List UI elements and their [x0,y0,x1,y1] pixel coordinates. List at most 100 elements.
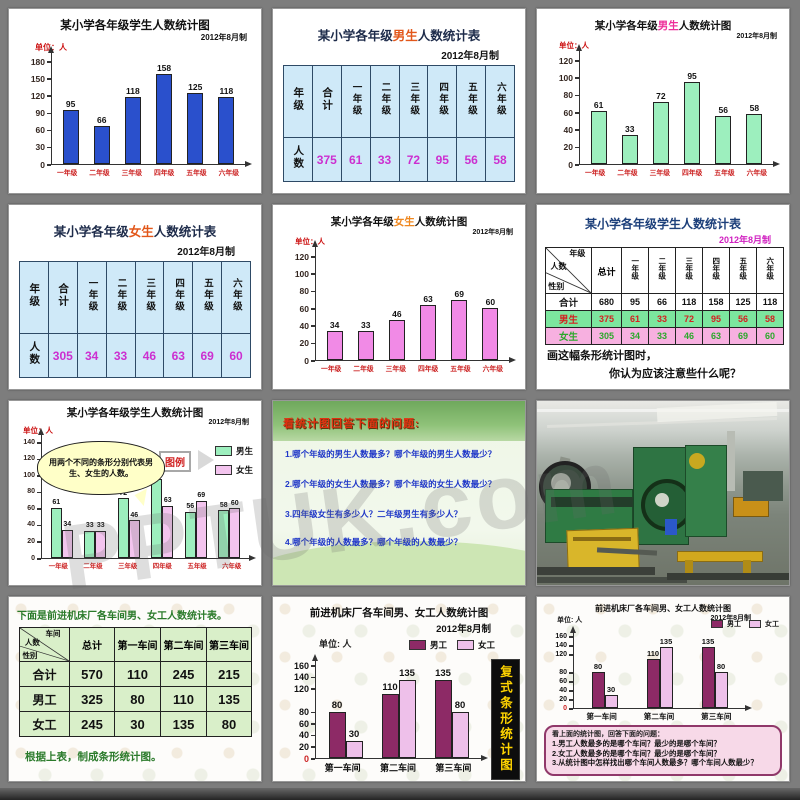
slide-11-workshop-grouped-chart[interactable]: 前进机床厂各车间男、女工人数统计图 2012年8月制 单位: 人 男工 女工 8… [272,596,526,782]
header-text: 四年级 [437,81,449,117]
diag-label-row: 性别 [22,650,38,660]
chart-plot-area: 80 30 110 135 135 80 [573,633,745,709]
chart-date: 2012年8月制 [208,419,249,426]
bar-column: 30 [604,685,618,708]
y-tick-label: 0 [303,753,309,764]
row-label-cell: 女工 [19,711,70,737]
value-cell: 110 [160,686,207,712]
y-tick-label: 0 [304,355,309,366]
header-text: 六年级 [230,277,242,313]
y-tick-label: 80 [563,90,573,101]
slide-3-boys-bar-chart[interactable]: 某小学各年级男生人数统计图 2012年8月制 单位：人 61 33 72 95 56 58… [536,8,790,194]
slide-9-factory-photo[interactable] [536,400,790,586]
bar-value-label: 46 [130,511,139,519]
bar-column: 34 [61,521,73,558]
bar-column: 69 [195,492,207,558]
value-cell: 60 [756,327,784,345]
column-header-text: 一年级 [630,256,640,280]
category-bar-group: 118 [124,86,141,164]
legend-entry-female: 女工 [749,619,779,629]
value-cell: 34 [621,327,649,345]
y-tick-mark [311,665,315,667]
diagonal-header-cell: 人数 年级 性别 [545,247,592,294]
value-cell: 95 [621,293,649,311]
bar [328,711,346,758]
note-line-1: 画这幅条形统计图时， [547,350,657,362]
y-tick-label: 140 [555,641,567,649]
y-tick-label: 100 [558,72,573,83]
bar [187,92,204,164]
bar [591,672,605,708]
header-cell: 五年级 [456,65,487,138]
slide-1-students-bar-chart[interactable]: 某小学各年级学生人数统计图 2012年8月制 单位：人 95 66 118 158 12… [8,8,262,194]
diag-label-count: 人数 [24,638,40,648]
category-bar-group: 66 [93,116,110,164]
bars-row: 95 66 118 158 125 118 [52,53,245,164]
steel-pile [667,573,789,580]
y-tick-mark [47,78,51,80]
slide-2-boys-table[interactable]: 某小学各年级男生人数统计表 2012年8月制 年级 合计 一年级 二年级 三年级 四年级 五… [272,8,526,194]
x-category-label: 四年级 [152,563,172,570]
slide-7-grouped-bar-chart[interactable]: 某小学各年级学生人数统计图 2012年8月制 单位：人 613433337246… [8,400,262,586]
y-tick-label: 90 [35,108,45,118]
category-bar-group: 80 30 [328,700,363,758]
slide-4-girls-table[interactable]: 某小学各年级女生人数统计表 2012年8月制 年级 合计 一年级 二年级 三年级 四年级 五… [8,204,262,390]
bar-chart: 34 33 46 63 69 60 120 100 80 60 40 20 0 一年级 二年级 三年级 四年级 五… [285,240,521,377]
title-prefix: 某小学各年级 [594,20,658,32]
bar-value-label: 56 [186,503,195,511]
bar-value-label: 61 [593,100,604,111]
y-tick-mark [569,708,573,710]
unit-label: 单位：人 [295,237,325,246]
table-title: 某小学各年级学生人数统计表 [584,217,741,231]
x-category-label: 三年级 [121,170,143,177]
category-bar-group: 158 [156,63,173,164]
grouped-bar-chart: 6134333372469563566958601401201008060402… [17,428,261,575]
bar [195,500,207,558]
question-2: 2.女工人数最多的是哪个车间？最少的是哪个车间？ [552,748,721,758]
slide-10-workshop-table[interactable]: 下面是前进机床厂各车间男、女工人数统计表。 人数 车间 性别 总计 第一车间 第二车间 第三… [8,596,262,782]
slide-6-combined-table[interactable]: 某小学各年级学生人数统计表 2012年8月制 人数 年级 性别 总计 一年级 二年级 三年级… [536,204,790,390]
y-tick-mark [569,681,573,683]
bar-chart: 61 33 72 95 56 58 120 100 80 60 40 20 0 一年级 二年级 三年级 四年级 五… [549,44,785,181]
bar [659,647,673,708]
header-cell: 合计 [311,65,342,138]
bar-column: 60 [229,500,241,558]
bottom-strip-decoration [0,788,800,800]
y-tick-mark [575,77,579,79]
question-3: 3.四年级女生有多少人？二年级男生有多少人？ [285,509,463,519]
value-cell: 135 [206,686,252,712]
title-prefix: 某小学各年级 [330,216,394,228]
slide-5-girls-bar-chart[interactable]: 某小学各年级女生人数统计图 2012年8月制 单位：人 34 33 46 63 69 60… [272,204,526,390]
slide-8-questions[interactable]: 看统计图回答下面的问题: 1.哪个年级的男生人数最多？哪个年级的男生人数最少？ … [272,400,526,586]
value-cell: 680 [591,293,622,311]
bar [84,530,96,558]
girls-count-table: 年级 合计 一年级 二年级 三年级 四年级 五年级 六年级 人数 305 34 33 46 63 69 60 [19,261,251,378]
bars-row: 61 33 72 95 56 58 [580,51,773,164]
table-date: 2012年8月制 [718,235,771,245]
combined-count-table: 人数 年级 性别 总计 一年级 二年级 三年级 四年级 五年级 六年级 合计 680 95 66 118 15… [545,247,784,345]
chart-title: 前进机床厂各车间男、女工人数统计图 [309,607,489,619]
girls-swatch-icon [214,465,232,475]
value-cell: 63 [702,327,730,345]
y-tick-label: 100 [294,268,309,279]
y-tick-label: 40 [299,320,309,331]
header-cell: 六年级 [221,261,251,334]
x-category-label: 六年级 [482,366,503,373]
header-cell: 年级 [19,261,49,334]
slide-12-chart-with-questions[interactable]: 前进机床厂各车间男、女工人数统计图 2012年8月制 单位: 人 男工 女工 8… [536,596,790,782]
bar [714,672,728,708]
crate-slat [573,537,631,541]
y-tick-label: 20 [563,142,573,153]
category-bar-group: 63 [420,295,437,360]
y-tick-label: 180 [30,56,45,67]
diag-label-column: 年级 [569,249,586,259]
y-tick-label: 160 [293,660,309,671]
brass-dial [689,453,705,469]
x-category-label: 第二车间 [643,712,675,721]
bar-column: 33 [95,522,107,558]
y-tick-mark [311,711,315,713]
y-tick-mark [569,654,573,656]
bar [398,679,416,758]
header-text: 二年级 [115,277,127,313]
bar-column: 135 [659,638,673,708]
